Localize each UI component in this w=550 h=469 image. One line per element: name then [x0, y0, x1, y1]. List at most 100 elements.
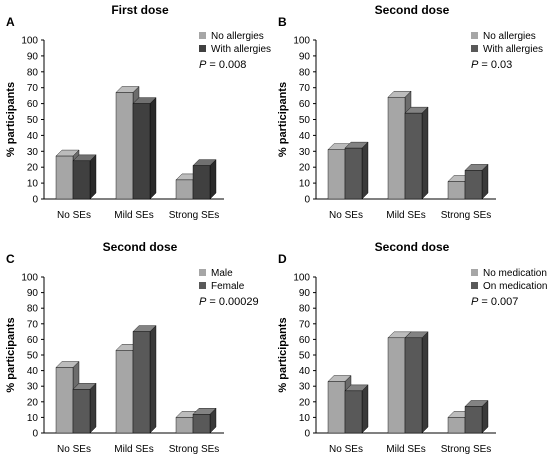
bar-front — [72, 389, 91, 434]
legend-swatch — [471, 269, 478, 276]
p-value-number: = 0.00029 — [206, 296, 258, 308]
p-value-annotation: P = 0.007 — [471, 296, 518, 308]
chart-panel-a: A First dose % participants 0 10 20 30 40 50 60 70… — [5, 3, 271, 221]
bar-no-ses-2 — [72, 154, 97, 200]
y-axis-label: % participants — [5, 317, 17, 392]
bar-side — [89, 382, 97, 434]
legend-label: Male — [211, 268, 233, 279]
y-tick-label: 90 — [27, 51, 39, 62]
panel-letter: D — [278, 252, 287, 266]
x-tick-label: No SEs — [329, 444, 363, 455]
bar-front — [192, 165, 211, 200]
bar-side — [421, 331, 429, 434]
bar-side — [149, 325, 157, 434]
chart-title: Second dose — [375, 3, 450, 17]
y-tick-label: 0 — [32, 429, 38, 440]
y-tick-label: 80 — [27, 304, 39, 315]
bar-front — [175, 417, 194, 434]
y-tick-label: 100 — [293, 36, 310, 47]
bar-side — [361, 141, 369, 200]
bar-front — [327, 381, 346, 434]
x-tick-label: No SEs — [329, 210, 363, 221]
y-tick-label: 40 — [27, 366, 39, 377]
x-tick-label: No SEs — [57, 210, 91, 221]
bar-no-ses-2 — [344, 384, 369, 434]
y-tick-label: 50 — [299, 351, 311, 362]
bar-front — [344, 147, 363, 200]
bar-mild-ses-2 — [404, 331, 429, 434]
x-tick-label: Strong SEs — [169, 210, 220, 221]
y-tick-label: 30 — [299, 147, 311, 158]
legend-swatch — [199, 45, 206, 52]
legend-swatch — [471, 45, 478, 52]
bar-front — [115, 350, 134, 434]
bar-no-ses-2 — [344, 141, 369, 200]
y-tick-label: 50 — [299, 115, 311, 126]
p-value-symbol: P — [471, 59, 479, 71]
legend-swatch — [471, 32, 478, 39]
legend-label: On medication — [483, 281, 547, 292]
bar-front — [192, 414, 211, 434]
y-axis-label: % participants — [277, 317, 289, 392]
y-tick-label: 70 — [27, 319, 39, 330]
x-tick-label: No SEs — [57, 444, 91, 455]
y-tick-label: 100 — [293, 273, 310, 284]
bar-front — [55, 155, 74, 200]
x-tick-label: Mild SEs — [386, 444, 425, 455]
panel-letter: A — [6, 15, 15, 29]
panel-letter: B — [278, 15, 287, 29]
y-tick-label: 10 — [299, 413, 311, 424]
y-tick-label: 60 — [299, 99, 311, 110]
bar-strong-ses-2 — [192, 159, 217, 200]
bar-front — [404, 112, 423, 200]
bar-mild-ses-2 — [404, 106, 429, 200]
y-tick-label: 80 — [27, 67, 39, 78]
bar-mild-ses-2 — [132, 97, 157, 200]
y-tick-label: 70 — [299, 83, 311, 94]
y-tick-label: 50 — [27, 115, 39, 126]
bar-no-ses-2 — [72, 382, 97, 434]
y-tick-label: 10 — [27, 413, 39, 424]
bar-side — [421, 106, 429, 200]
bar-side — [361, 384, 369, 434]
y-tick-label: 60 — [299, 335, 311, 346]
chart-panel-c: C Second dose % participants 0 10 20 30 40 50 60 7… — [5, 240, 259, 455]
bar-front — [132, 331, 151, 434]
y-axis-label: % participants — [277, 82, 289, 157]
legend-swatch — [199, 32, 206, 39]
y-tick-label: 90 — [299, 51, 311, 62]
y-tick-label: 0 — [304, 429, 310, 440]
y-tick-label: 90 — [27, 288, 39, 299]
y-tick-label: 40 — [299, 131, 311, 142]
bar-front — [464, 406, 483, 434]
bar-front — [344, 390, 363, 434]
bar-front — [72, 160, 91, 200]
chart-title: Second dose — [375, 240, 450, 254]
p-value-annotation: P = 0.00029 — [199, 296, 259, 308]
legend-label: No allergies — [483, 31, 536, 42]
y-tick-label: 20 — [299, 163, 311, 174]
y-tick-label: 60 — [27, 99, 39, 110]
bar-strong-ses-2 — [464, 163, 489, 200]
bar-front — [387, 337, 406, 434]
p-value-symbol: P — [199, 296, 207, 308]
p-value-annotation: P = 0.03 — [471, 59, 512, 71]
y-tick-label: 50 — [27, 351, 39, 362]
x-tick-label: Mild SEs — [386, 210, 425, 221]
legend-label: Female — [211, 281, 245, 292]
bar-side — [89, 154, 97, 200]
legend-label: With allergies — [483, 44, 543, 55]
y-tick-label: 0 — [32, 195, 38, 206]
y-tick-label: 20 — [27, 163, 39, 174]
bar-front — [327, 149, 346, 200]
legend-swatch — [471, 282, 478, 289]
p-value-symbol: P — [471, 296, 479, 308]
legend-swatch — [199, 282, 206, 289]
x-tick-label: Strong SEs — [169, 444, 220, 455]
y-tick-label: 10 — [27, 179, 39, 190]
y-tick-label: 40 — [27, 131, 39, 142]
y-tick-label: 30 — [299, 382, 311, 393]
x-tick-label: Mild SEs — [114, 444, 153, 455]
bar-side — [209, 159, 217, 200]
bar-front — [115, 92, 134, 200]
